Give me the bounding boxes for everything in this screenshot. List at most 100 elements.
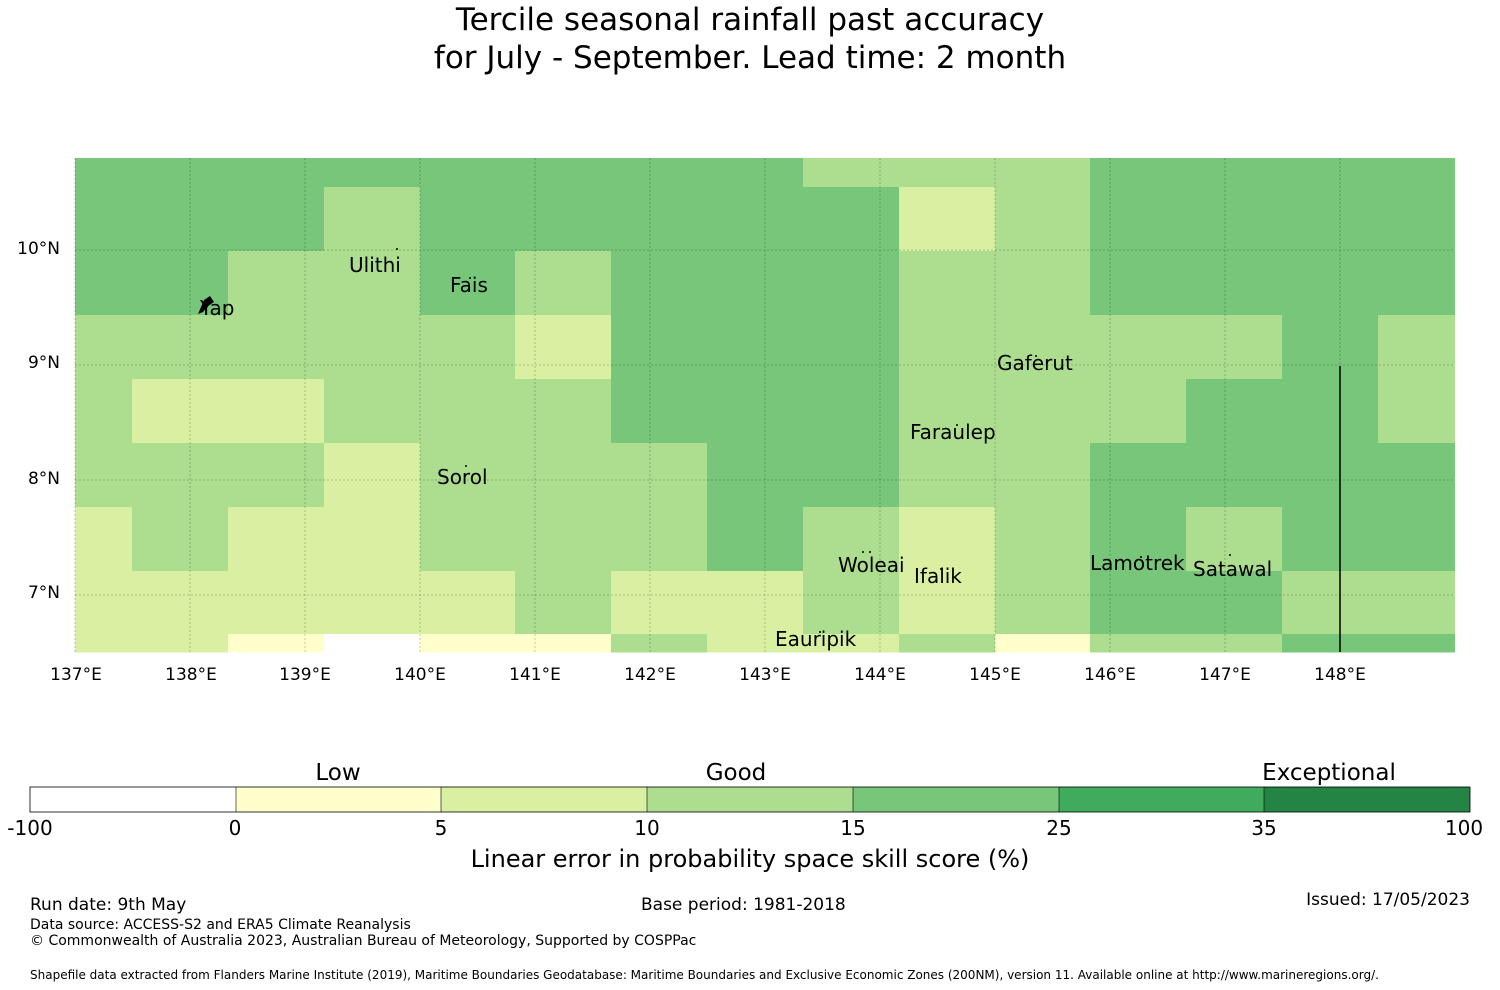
grid-cell xyxy=(707,251,803,316)
copyright: © Commonwealth of Australia 2023, Austra… xyxy=(30,933,697,949)
grid-cell xyxy=(420,507,515,572)
grid-cell xyxy=(1090,315,1186,380)
grid-cell xyxy=(324,379,420,444)
grid-cell xyxy=(132,315,228,380)
lon-label-138e: 138°E xyxy=(165,665,217,685)
colorbar-tick-minus100: -100 xyxy=(7,816,53,840)
grid-cell xyxy=(707,379,803,444)
grid-cell xyxy=(803,379,899,444)
grid-cell xyxy=(1090,507,1186,572)
grid-cell xyxy=(1186,571,1282,635)
grid-cell xyxy=(515,251,611,316)
grid-cell xyxy=(803,507,899,572)
colorbar-swatch xyxy=(647,787,853,812)
grid-cell xyxy=(515,634,611,653)
place-label-fais: Fais xyxy=(450,273,488,297)
grid-cell xyxy=(803,251,899,316)
lon-label-142e: 142°E xyxy=(624,665,676,685)
grid-cell xyxy=(611,187,707,252)
grid-cell xyxy=(324,443,420,508)
sorol-island-dot xyxy=(465,465,467,467)
grid-cell xyxy=(324,158,420,188)
grid-cell xyxy=(707,443,803,508)
colorbar-swatch xyxy=(853,787,1059,812)
grid-cell xyxy=(515,187,611,252)
grid-cell xyxy=(75,507,132,572)
colorbar-border xyxy=(29,786,1471,813)
grid-cell xyxy=(1186,379,1282,444)
grid-cell xyxy=(515,443,611,508)
grid-cell xyxy=(515,507,611,572)
woleai-island-dot-1 xyxy=(862,551,864,553)
grid-cell xyxy=(420,379,515,444)
grid-cell xyxy=(803,634,899,653)
grid-cell xyxy=(324,251,420,316)
grid-cell xyxy=(995,443,1090,508)
colorbar-swatch xyxy=(1059,787,1264,812)
grid-cell xyxy=(899,571,995,635)
lon-label-146e: 146°E xyxy=(1084,665,1136,685)
grid-cell xyxy=(803,187,899,252)
grid-cell xyxy=(75,251,132,316)
colorbar-tick-5: 5 xyxy=(434,816,448,840)
grid-cell xyxy=(1186,315,1282,380)
colorbar-tick-10: 10 xyxy=(634,816,660,840)
colorbar-tick-100: 100 xyxy=(1444,816,1484,840)
colorbar-tick-25: 25 xyxy=(1046,816,1072,840)
place-label-sorol: Sorol xyxy=(437,465,488,489)
grid-cell xyxy=(995,634,1090,653)
grid-cell xyxy=(899,315,995,380)
colorbar-title: Linear error in probability space skill … xyxy=(470,845,1030,873)
grid-cell xyxy=(995,251,1090,316)
place-label-lamotrek: Lamotrek xyxy=(1090,551,1185,575)
grid-cell xyxy=(611,443,707,508)
grid-cell xyxy=(420,443,515,508)
grid-cell xyxy=(1090,158,1186,188)
lat-label-8n: 8°N xyxy=(27,469,60,489)
grid-cell xyxy=(1378,158,1455,188)
grid-cell xyxy=(1090,443,1186,508)
colorbar-swatch xyxy=(441,787,647,812)
place-label-gaferut: Gaferut xyxy=(997,351,1073,375)
grid-cell xyxy=(1282,507,1378,572)
place-label-satawal: Satawal xyxy=(1193,557,1273,581)
colorbar-tick-35: 35 xyxy=(1251,816,1277,840)
grid-cell xyxy=(228,571,324,635)
grid-cell xyxy=(707,158,803,188)
grid-cell xyxy=(1378,315,1455,380)
grid-cell xyxy=(1090,571,1186,635)
legend-category-good: Good xyxy=(705,760,767,786)
grid-cell xyxy=(1186,251,1282,316)
grid-cell xyxy=(1282,443,1378,508)
fais-island-dot xyxy=(469,277,471,279)
data-source: Data source: ACCESS-S2 and ERA5 Climate … xyxy=(30,917,411,933)
grid-cell xyxy=(420,251,515,316)
grid-cell xyxy=(1090,187,1186,252)
grid-cell xyxy=(611,158,707,188)
chart-title-line1: Tercile seasonal rainfall past accuracy xyxy=(455,2,1045,38)
grid-cell xyxy=(611,507,707,572)
grid-cell xyxy=(75,379,132,444)
base-period: Base period: 1981-2018 xyxy=(641,895,846,915)
grid-cell xyxy=(899,379,995,444)
chart-title-line2: for July - September. Lead time: 2 month xyxy=(433,40,1067,76)
grid-cell xyxy=(707,571,803,635)
grid-cell xyxy=(228,443,324,508)
grid-cell xyxy=(611,379,707,444)
grid-cell xyxy=(75,315,132,380)
grid-cell xyxy=(803,443,899,508)
grid-cell xyxy=(515,379,611,444)
grid-cell xyxy=(228,507,324,572)
grid-cell xyxy=(899,507,995,572)
grid-cell xyxy=(75,158,132,188)
grid-cell xyxy=(1378,251,1455,316)
grid-cell xyxy=(611,571,707,635)
grid-cell xyxy=(1378,634,1455,653)
grid-cell xyxy=(707,187,803,252)
grid-cell xyxy=(995,571,1090,635)
grid-cell xyxy=(228,379,324,444)
grid-cell xyxy=(132,379,228,444)
grid-cell xyxy=(515,158,611,188)
grid-cell xyxy=(515,315,611,380)
grid-cell xyxy=(228,187,324,252)
